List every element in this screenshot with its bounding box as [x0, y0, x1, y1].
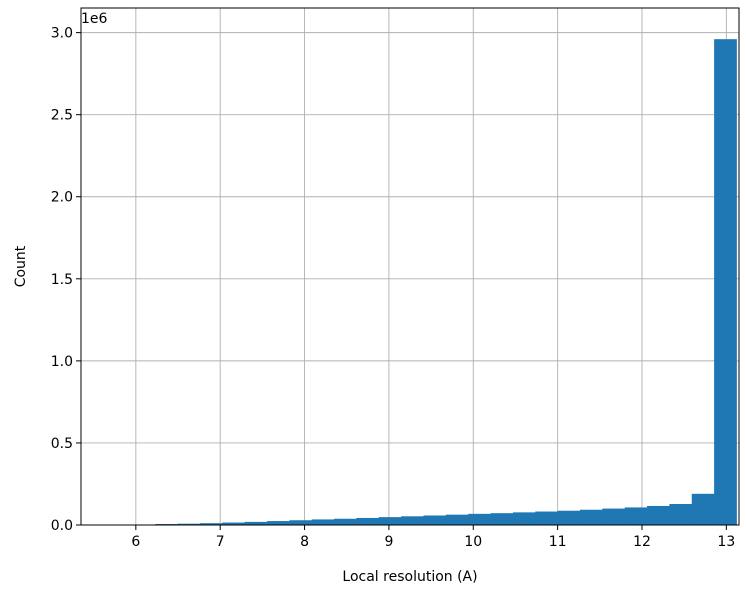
y-tick-label: 0.5	[51, 436, 73, 452]
histogram-bar	[625, 507, 648, 525]
histogram-bar	[356, 518, 379, 525]
histogram-bar	[602, 509, 625, 525]
y-tick-label: 2.0	[51, 190, 73, 206]
histogram-bar	[446, 515, 469, 525]
histogram-bar	[558, 511, 581, 525]
histogram-bar	[692, 494, 715, 525]
x-tick-label: 7	[216, 534, 225, 550]
x-tick-label: 6	[131, 534, 140, 550]
histogram-bar	[401, 516, 424, 525]
axes-layer	[81, 8, 739, 525]
x-tick-label: 12	[633, 534, 651, 550]
y-tick-label: 1.5	[51, 272, 73, 288]
y-tick-label: 0.0	[51, 518, 73, 534]
bars-layer	[133, 39, 737, 525]
grid-layer	[81, 8, 739, 525]
y-tick-label: 3.0	[51, 26, 73, 42]
histogram-bar	[312, 519, 335, 525]
histogram-bar	[535, 512, 558, 525]
x-tick-label: 10	[464, 534, 482, 550]
histogram-bar	[513, 512, 536, 525]
x-tick-label: 13	[717, 534, 735, 550]
histogram-bar	[468, 514, 491, 525]
x-tick-label: 11	[549, 534, 567, 550]
histogram-bar	[289, 520, 312, 525]
histogram-bar	[491, 513, 514, 525]
histogram-bar	[423, 515, 446, 525]
y-tick-label: 1.0	[51, 354, 73, 370]
histogram-bar	[669, 504, 692, 525]
plot-frame	[81, 8, 739, 525]
y-offset-label: 1e6	[81, 11, 108, 27]
histogram-bar	[714, 39, 737, 525]
histogram-bar	[647, 506, 670, 525]
histogram-bar	[334, 519, 357, 525]
ticks-layer: 6 7 8 9 10 11 12 13 0.0 0.5 1.0 1.5 2.0 2.5 3.0	[51, 26, 736, 550]
histogram-bar	[379, 517, 402, 525]
histogram-bar	[580, 510, 603, 525]
x-tick-label: 9	[384, 534, 393, 550]
x-axis-label: Local resolution (A)	[342, 569, 477, 585]
y-tick-label: 2.5	[51, 108, 73, 124]
y-axis-label: Count	[13, 245, 29, 287]
x-tick-label: 8	[300, 534, 309, 550]
histogram-bar	[267, 521, 290, 525]
